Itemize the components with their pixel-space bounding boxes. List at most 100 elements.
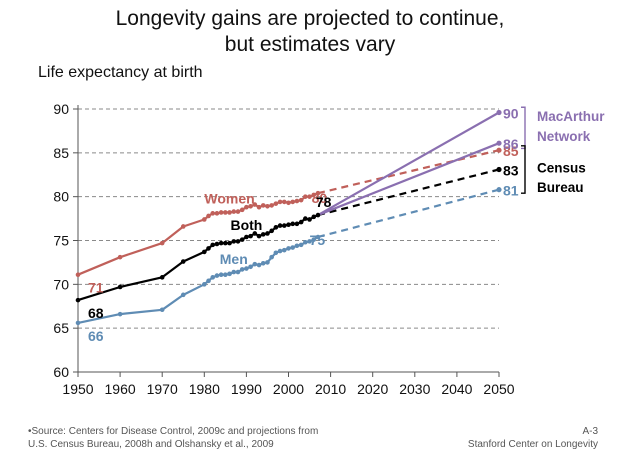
x-tick-label-2000: 2000 <box>273 381 304 397</box>
data-point-women-1996 <box>269 203 274 208</box>
end-value-label-men: 75 <box>310 232 326 248</box>
projection-line-1 <box>317 168 500 217</box>
title-line-1: Longevity gains are projected to continu… <box>115 7 505 30</box>
series-name-label-both: Both <box>230 217 262 233</box>
data-point-women-1987 <box>231 209 237 214</box>
data-point-women-1992 <box>252 202 258 207</box>
x-tick-label-2050: 2050 <box>483 381 514 397</box>
data-point-both-2002 <box>294 221 300 227</box>
data-point-men-1994 <box>260 260 266 266</box>
data-point-men-1999 <box>281 247 287 253</box>
data-point-both-1987 <box>231 239 237 244</box>
x-tick-label-1980: 1980 <box>189 381 220 397</box>
x-tick-label-2040: 2040 <box>441 381 472 397</box>
data-point-men-1981 <box>206 278 211 284</box>
bracket-label-0-line-1: Network <box>537 129 591 144</box>
data-point-both-1960 <box>117 284 123 290</box>
end-value-label-both: 78 <box>316 194 332 210</box>
data-point-both-1986 <box>227 240 232 246</box>
slide-id: A-3 <box>582 426 598 437</box>
data-point-men-2007 <box>315 234 321 240</box>
data-point-women-1981 <box>206 213 211 219</box>
data-point-men-1986 <box>227 271 232 277</box>
start-value-label-women: 71 <box>88 280 104 296</box>
data-point-women-1994 <box>260 203 266 208</box>
data-point-women-2000 <box>286 200 291 206</box>
projection-line-3 <box>317 111 500 217</box>
data-point-women-1989 <box>239 207 245 213</box>
data-point-men-1988 <box>235 269 241 275</box>
x-tick-label-2030: 2030 <box>399 381 430 397</box>
data-point-women-2007 <box>315 190 321 196</box>
data-point-women-1988 <box>235 209 241 214</box>
data-point-men-1982 <box>210 275 216 280</box>
data-point-men-1984 <box>218 272 224 277</box>
projection-end-point-0 <box>496 147 502 153</box>
data-point-women-2003 <box>298 197 304 203</box>
x-tick-label-1950: 1950 <box>62 381 93 397</box>
data-point-men-2005 <box>307 239 312 244</box>
data-point-both-2003 <box>298 219 304 225</box>
y-tick-label-65: 65 <box>53 320 69 336</box>
y-tick-label-80: 80 <box>53 189 69 205</box>
projection-value-label-2: 81 <box>503 183 519 199</box>
data-point-women-2004 <box>303 194 308 199</box>
projection-end-point-3 <box>496 109 502 116</box>
data-point-men-2000 <box>286 246 291 251</box>
data-point-both-1995 <box>265 231 270 236</box>
slide-credit: A-3 Stanford Center on Longevity <box>468 425 598 451</box>
data-point-women-2001 <box>290 199 296 205</box>
projection-value-label-3: 90 <box>503 106 519 122</box>
data-point-women-1986 <box>227 210 232 215</box>
data-point-women-1960 <box>117 254 123 260</box>
data-point-both-1999 <box>281 223 287 228</box>
data-point-men-2004 <box>303 239 308 245</box>
data-point-men-1996 <box>269 254 274 260</box>
data-point-men-2002 <box>294 243 300 249</box>
data-point-women-1993 <box>256 204 262 210</box>
census-bracket <box>521 145 526 194</box>
source-line-2: U.S. Census Bureau, 2008h and Olshansky … <box>28 439 274 450</box>
x-tick-label-2010: 2010 <box>315 381 346 397</box>
y-axis-label: Life expectancy at birth <box>38 64 203 81</box>
data-point-women-1980 <box>202 217 207 222</box>
data-point-men-1983 <box>214 273 220 278</box>
data-point-both-1991 <box>248 233 253 239</box>
series-name-label-men: Men <box>220 251 248 267</box>
series-line-women <box>77 192 319 276</box>
data-point-women-1990 <box>244 204 249 210</box>
data-point-women-2006 <box>311 192 317 198</box>
projection-value-label-0: 85 <box>503 143 519 159</box>
data-point-men-2003 <box>298 242 304 248</box>
data-point-both-1982 <box>210 242 216 248</box>
y-tick-label-85: 85 <box>53 145 69 161</box>
data-point-both-1996 <box>269 228 274 234</box>
life-expectancy-chart: 60 65 70 75 80 85 90 1950 1960 1970 1980 1990 2000 20… <box>53 101 605 397</box>
data-point-both-1981 <box>206 246 211 251</box>
bracket-label-1-line-0: Census <box>537 161 586 176</box>
data-point-men-1985 <box>223 272 228 277</box>
data-point-men-1970 <box>159 307 165 313</box>
data-point-women-1982 <box>210 211 216 216</box>
data-point-women-1999 <box>281 199 287 205</box>
projection-end-point-4 <box>496 140 502 146</box>
data-point-women-1984 <box>218 210 224 215</box>
data-point-women-1997 <box>273 201 279 206</box>
data-point-both-1980 <box>202 249 207 255</box>
data-point-both-1950 <box>75 297 81 303</box>
data-point-both-2007 <box>315 212 321 218</box>
y-tick-label-60: 60 <box>53 364 69 380</box>
data-point-women-1975 <box>180 224 186 229</box>
source-line-1: •Source: Centers for Disease Control, 20… <box>28 426 319 437</box>
macarthur-bracket <box>521 106 526 150</box>
data-point-men-1991 <box>248 264 253 270</box>
bracket-label-1-line-1: Bureau <box>537 180 584 195</box>
data-point-women-2005 <box>307 194 312 199</box>
data-point-men-1995 <box>265 260 270 265</box>
x-tick-label-1990: 1990 <box>231 381 262 397</box>
data-point-men-1987 <box>231 269 237 275</box>
data-point-men-1997 <box>273 250 279 256</box>
data-point-men-1980 <box>202 282 207 287</box>
data-point-men-2006 <box>311 237 317 242</box>
data-point-men-1992 <box>252 261 258 267</box>
